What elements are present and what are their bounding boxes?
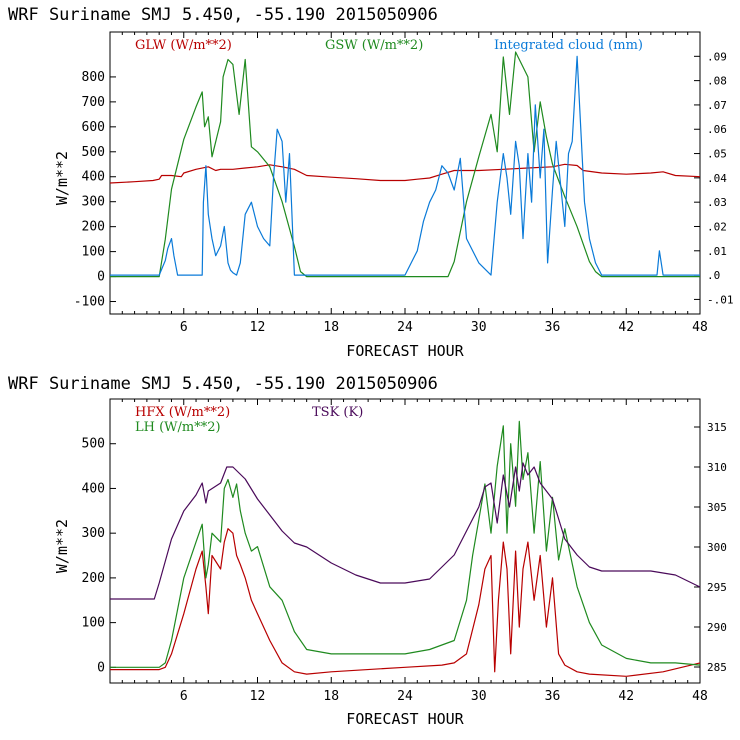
- legend-gsw: GSW (W/m**2): [325, 38, 423, 53]
- y-tick-label: 300: [82, 526, 105, 541]
- y-tick-label: 400: [82, 481, 105, 496]
- y2-tick-label: .09: [707, 50, 727, 63]
- series-line-integrated: [110, 55, 700, 276]
- plot-frame: [109, 398, 701, 684]
- y-tick-label: 200: [82, 571, 105, 586]
- x-tick-label: 42: [618, 320, 634, 335]
- y2-tick-label: 310: [707, 461, 727, 474]
- legend-glw: GLW (W/m**2): [135, 38, 232, 53]
- y-tick-label: 0: [97, 270, 105, 285]
- panel-bottom-ylabel: W/m**2: [53, 519, 71, 573]
- panel-bottom: WRF Suriname SMJ 5.450, -55.190 20150509…: [8, 374, 465, 728]
- y-tick-label: 400: [82, 170, 105, 185]
- x-tick-label: 6: [180, 320, 188, 335]
- y-tick-label: 500: [82, 145, 105, 160]
- y2-tick-label: -.01: [707, 293, 734, 306]
- x-tick-label: 12: [250, 689, 266, 704]
- legend-integrated-cloud: Integrated cloud (mm): [494, 38, 643, 53]
- y2-tick-label: .02: [707, 220, 727, 233]
- y2-tick-label: 315: [707, 421, 727, 434]
- legend-hfx: HFX (W/m**2): [135, 405, 230, 420]
- y2-tick-label: 285: [707, 661, 727, 674]
- y2-tick-label: .01: [707, 245, 727, 258]
- x-tick-label: 48: [692, 689, 708, 704]
- y2-tick-label: .05: [707, 148, 727, 161]
- y2-tick-label: .03: [707, 196, 727, 209]
- x-tick-label: 36: [545, 689, 561, 704]
- x-tick-label: 30: [471, 689, 487, 704]
- y2-tick-label: .04: [707, 172, 727, 185]
- y2-tick-label: .06: [707, 123, 727, 136]
- panel-bottom-title: WRF Suriname SMJ 5.450, -55.190 20150509…: [8, 374, 438, 394]
- y2-tick-label: 295: [707, 581, 727, 594]
- series-line-hfx: [110, 528, 701, 677]
- series-line-lh: [110, 420, 701, 668]
- x-tick-label: 48: [692, 320, 708, 335]
- y-tick-label: 200: [82, 220, 105, 235]
- y2-tick-label: 290: [707, 621, 727, 634]
- panel-top-xlabel: FORECAST HOUR: [346, 342, 464, 360]
- y-tick-label: 500: [82, 437, 105, 452]
- x-tick-label: 12: [250, 320, 266, 335]
- panel-top: WRF Suriname SMJ 5.450, -55.190 20150509…: [8, 5, 643, 360]
- series-line-gsw: [110, 51, 700, 278]
- x-tick-label: 30: [471, 320, 487, 335]
- y2-tick-label: .0: [707, 269, 720, 282]
- x-tick-label: 24: [397, 689, 413, 704]
- y2-tick-label: .08: [707, 75, 727, 88]
- x-tick-label: 18: [323, 320, 339, 335]
- plot-area-1: 6 12 18 24 30 36 42 48 0 100 200 300 400 500 285 290 295…: [82, 398, 727, 704]
- x-tick-label: 42: [618, 689, 634, 704]
- series-line-tsk: [110, 462, 701, 600]
- y2-tick-label: 305: [707, 501, 727, 514]
- y-tick-label: 0: [97, 660, 105, 675]
- panel-bottom-xlabel: FORECAST HOUR: [346, 710, 464, 728]
- y-tick-label: 700: [82, 95, 105, 110]
- legend-tsk: TSK (K): [312, 405, 363, 420]
- y-tick-label: 600: [82, 120, 105, 135]
- x-tick-label: 24: [397, 320, 413, 335]
- panel-top-title: WRF Suriname SMJ 5.450, -55.190 20150509…: [8, 5, 438, 25]
- plot-area-0: 6 12 18 24 30 36 42 48 -100 0 100 200 300 400 500 600 70…: [74, 31, 734, 335]
- legend-lh: LH (W/m**2): [135, 420, 221, 435]
- y2-tick-label: .07: [707, 99, 727, 112]
- series-line-glw: [109, 163, 701, 184]
- y2-tick-label: 300: [707, 541, 727, 554]
- y-tick-label: -100: [74, 295, 105, 310]
- panel-top-ylabel: W/m**2: [53, 151, 71, 205]
- x-tick-label: 18: [323, 689, 339, 704]
- x-tick-label: 36: [545, 320, 561, 335]
- x-tick-label: 6: [180, 689, 188, 704]
- y-tick-label: 100: [82, 616, 105, 631]
- y-tick-label: 100: [82, 245, 105, 260]
- y-tick-label: 800: [82, 70, 105, 85]
- y-tick-label: 300: [82, 195, 105, 210]
